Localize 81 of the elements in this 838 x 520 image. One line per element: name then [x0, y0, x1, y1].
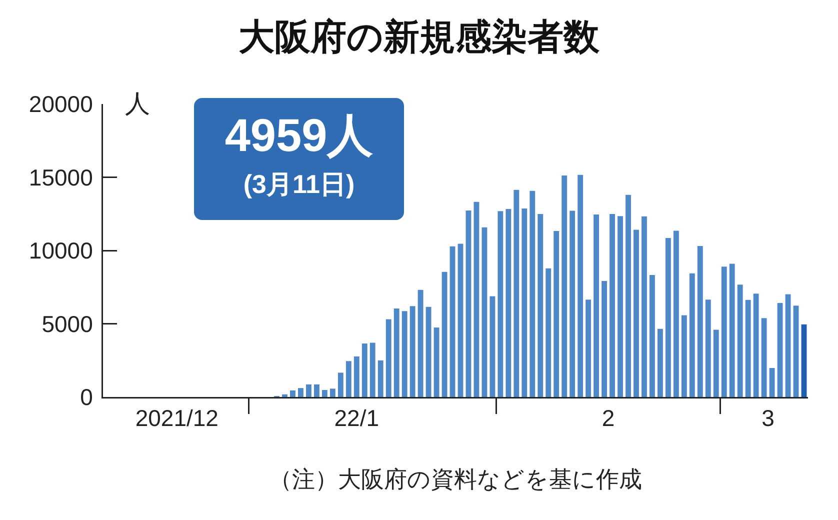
bar	[753, 294, 759, 397]
bar	[578, 174, 584, 397]
bar	[418, 290, 424, 397]
bar	[801, 324, 807, 397]
x-tick-label: 3	[762, 405, 774, 432]
bar	[697, 246, 703, 397]
bar	[402, 311, 408, 397]
x-tick-label: 2	[602, 405, 615, 432]
bar	[610, 214, 615, 397]
bar	[410, 306, 416, 397]
bar	[618, 216, 623, 397]
bar	[362, 344, 368, 397]
bar	[586, 300, 592, 397]
bar	[322, 390, 328, 397]
bar	[729, 264, 735, 397]
bar	[737, 284, 743, 397]
bar	[490, 296, 496, 397]
bar	[458, 244, 464, 397]
bar	[474, 202, 480, 397]
bar	[546, 268, 552, 397]
bar	[442, 272, 448, 397]
bar	[594, 214, 600, 397]
bar	[554, 231, 560, 397]
bar	[650, 274, 655, 397]
y-tick-label: 10000	[28, 238, 93, 264]
bar	[434, 328, 440, 397]
bar	[306, 384, 312, 397]
bar	[386, 319, 392, 397]
bar	[314, 384, 320, 397]
chart-title: 大阪府の新規感染者数	[238, 16, 600, 57]
y-tick-label: 0	[80, 384, 93, 410]
bar	[482, 227, 488, 397]
bar	[298, 388, 304, 397]
bar	[346, 361, 352, 397]
bar	[466, 210, 472, 397]
bar	[793, 306, 799, 397]
bar	[330, 388, 336, 397]
bar	[705, 300, 711, 397]
bar	[626, 194, 631, 397]
bar	[602, 280, 608, 397]
bar	[769, 368, 775, 397]
y-axis-title: 人	[125, 90, 150, 118]
bar	[338, 372, 344, 397]
bar	[681, 315, 687, 397]
y-tick-label: 15000	[28, 164, 93, 190]
bar	[530, 190, 536, 397]
bar	[426, 306, 432, 397]
x-tick-label: 2021/12	[135, 405, 218, 432]
bar	[450, 246, 456, 397]
bar	[657, 328, 663, 397]
bar	[506, 209, 512, 397]
bar	[642, 216, 647, 397]
bar	[514, 190, 520, 397]
text: （注）大阪府の資料などを基に作成	[269, 466, 642, 492]
bar	[570, 210, 576, 397]
bar	[689, 273, 695, 397]
bar	[394, 308, 400, 397]
bar	[370, 342, 376, 397]
bar	[290, 390, 296, 397]
annotation: 4959人	[224, 108, 374, 163]
bar	[354, 356, 360, 397]
bar	[378, 360, 384, 397]
bar	[282, 394, 288, 397]
bar	[538, 214, 544, 397]
bar	[634, 230, 639, 397]
bar	[498, 211, 504, 397]
bar	[721, 266, 727, 397]
bar	[777, 302, 783, 397]
bar	[562, 175, 568, 397]
y-tick-label: 5000	[42, 310, 93, 337]
x-tick-label: 22/1	[334, 405, 380, 432]
bar	[761, 318, 767, 397]
bar	[713, 330, 719, 397]
bar	[665, 238, 671, 397]
bar	[522, 208, 528, 397]
bar	[673, 230, 679, 397]
annotation: (3月11日)	[242, 168, 356, 201]
bar	[785, 294, 791, 397]
bar	[745, 300, 751, 397]
callout-box: 4959人 (3月11日)	[194, 98, 404, 220]
y-tick-label: 20000	[28, 91, 93, 118]
